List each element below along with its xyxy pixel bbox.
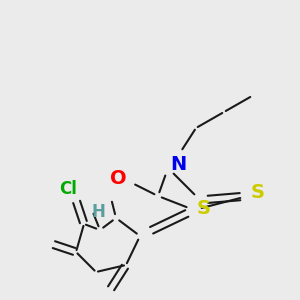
Text: H: H (91, 203, 105, 221)
Text: Cl: Cl (59, 180, 77, 198)
Text: S: S (197, 199, 211, 218)
Text: N: N (170, 155, 186, 175)
Text: O: O (110, 169, 126, 188)
Text: S: S (251, 184, 265, 202)
